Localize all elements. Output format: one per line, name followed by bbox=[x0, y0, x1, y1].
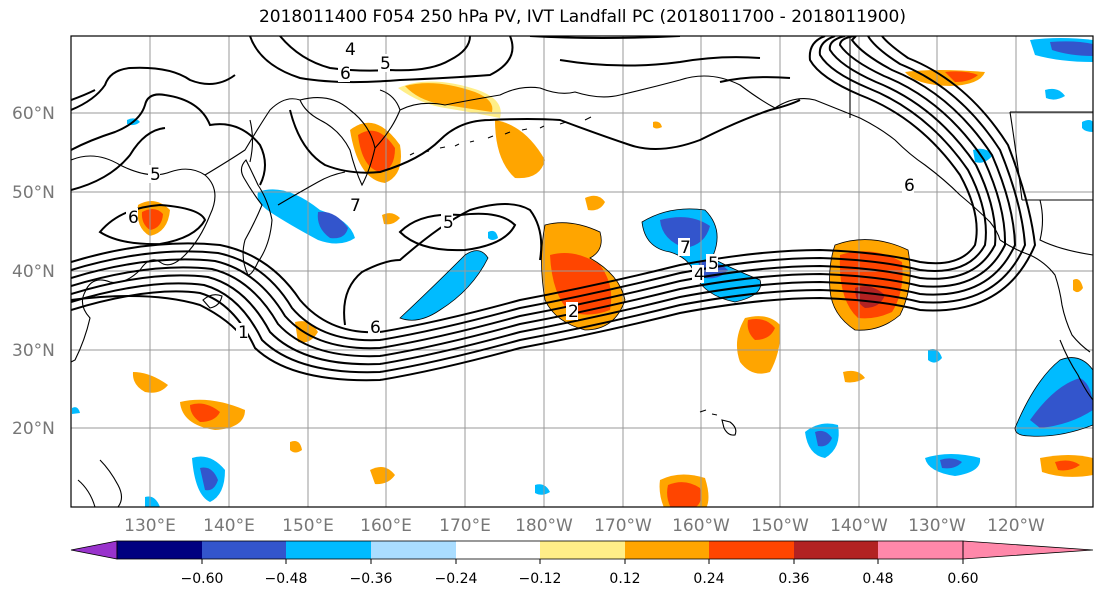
lat-label: 30°N bbox=[12, 341, 55, 361]
lat-label: 50°N bbox=[12, 183, 55, 203]
contour-label: 5 bbox=[150, 165, 161, 185]
contour-label: 6 bbox=[904, 176, 915, 196]
contour-label: 4 bbox=[694, 265, 705, 285]
contour-label: 1 bbox=[238, 323, 249, 343]
contour-label: 7 bbox=[350, 196, 361, 216]
lon-label: 160°E bbox=[360, 516, 412, 536]
colorbar-tick-label: −0.36 bbox=[350, 571, 393, 587]
colorbar-tick-label: 0.48 bbox=[862, 571, 893, 587]
latitude-axis: 60°N 50°N 40°N 30°N 20°N bbox=[12, 104, 55, 439]
lon-label: 140°E bbox=[203, 516, 255, 536]
colorbar-tick-label: −0.12 bbox=[519, 571, 562, 587]
colorbar-tick-label: −0.48 bbox=[265, 571, 308, 587]
pv-contours bbox=[71, 36, 1037, 382]
colorbar-tick-label: 0.12 bbox=[609, 571, 640, 587]
colorbar-swatch bbox=[371, 541, 456, 559]
lon-label: 150°W bbox=[751, 516, 809, 536]
lon-label: 130°E bbox=[124, 516, 176, 536]
plot-frame bbox=[70, 35, 1094, 508]
colorbar-tick-label: 0.60 bbox=[947, 571, 978, 587]
colorbar-swatch bbox=[202, 541, 287, 559]
lon-label: 150°E bbox=[282, 516, 334, 536]
colorbar-extend-max bbox=[962, 540, 1094, 560]
shading-outlines bbox=[399, 208, 1093, 437]
contour-label: 6 bbox=[370, 318, 381, 338]
lat-label: 40°N bbox=[12, 262, 55, 282]
contour-label: 5 bbox=[708, 254, 719, 274]
map-title: 2018011400 F054 250 hPa PV, IVT Landfall… bbox=[258, 7, 906, 27]
lat-label: 20°N bbox=[12, 419, 55, 439]
lon-label: 170°E bbox=[439, 516, 491, 536]
contour-label: 5 bbox=[443, 213, 454, 233]
lon-label: 180°W bbox=[515, 516, 573, 536]
colorbar: −0.60 −0.48 −0.36 −0.24 −0.12 0.12 0.24 … bbox=[70, 540, 1094, 587]
lat-label: 60°N bbox=[12, 104, 55, 124]
colorbar-swatch bbox=[540, 541, 625, 559]
lon-label: 140°W bbox=[830, 516, 888, 536]
colorbar-swatch bbox=[709, 541, 794, 559]
lon-label: 120°W bbox=[987, 516, 1045, 536]
contour-label: 2 bbox=[568, 302, 579, 322]
colorbar-tick-label: −0.60 bbox=[181, 571, 224, 587]
colorbar-swatch bbox=[878, 541, 963, 559]
colorbar-swatch bbox=[625, 541, 710, 559]
colorbar-extend-min bbox=[70, 540, 118, 560]
contour-label: 5 bbox=[380, 54, 391, 74]
longitude-axis: 130°E 140°E 150°E 160°E 170°E 180°W 170°… bbox=[124, 516, 1045, 536]
colorbar-swatch bbox=[286, 541, 371, 559]
colorbar-tick-label: 0.24 bbox=[693, 571, 724, 587]
colorbar-tick-label: −0.24 bbox=[435, 571, 478, 587]
lon-label: 170°W bbox=[594, 516, 652, 536]
colorbar-swatch bbox=[794, 541, 879, 559]
lon-label: 130°W bbox=[908, 516, 966, 536]
contour-label: 7 bbox=[680, 238, 691, 258]
contour-label: 6 bbox=[340, 64, 351, 84]
colorbar-swatch bbox=[117, 541, 202, 559]
contour-label: 6 bbox=[128, 208, 139, 228]
colorbar-swatch bbox=[456, 541, 541, 559]
contour-labels: 4 5 6 5 6 7 5 6 1 2 7 4 5 6 bbox=[126, 40, 915, 343]
lon-label: 160°W bbox=[672, 516, 730, 536]
contour-label: 4 bbox=[345, 40, 356, 60]
colorbar-tick-label: 0.36 bbox=[778, 571, 809, 587]
